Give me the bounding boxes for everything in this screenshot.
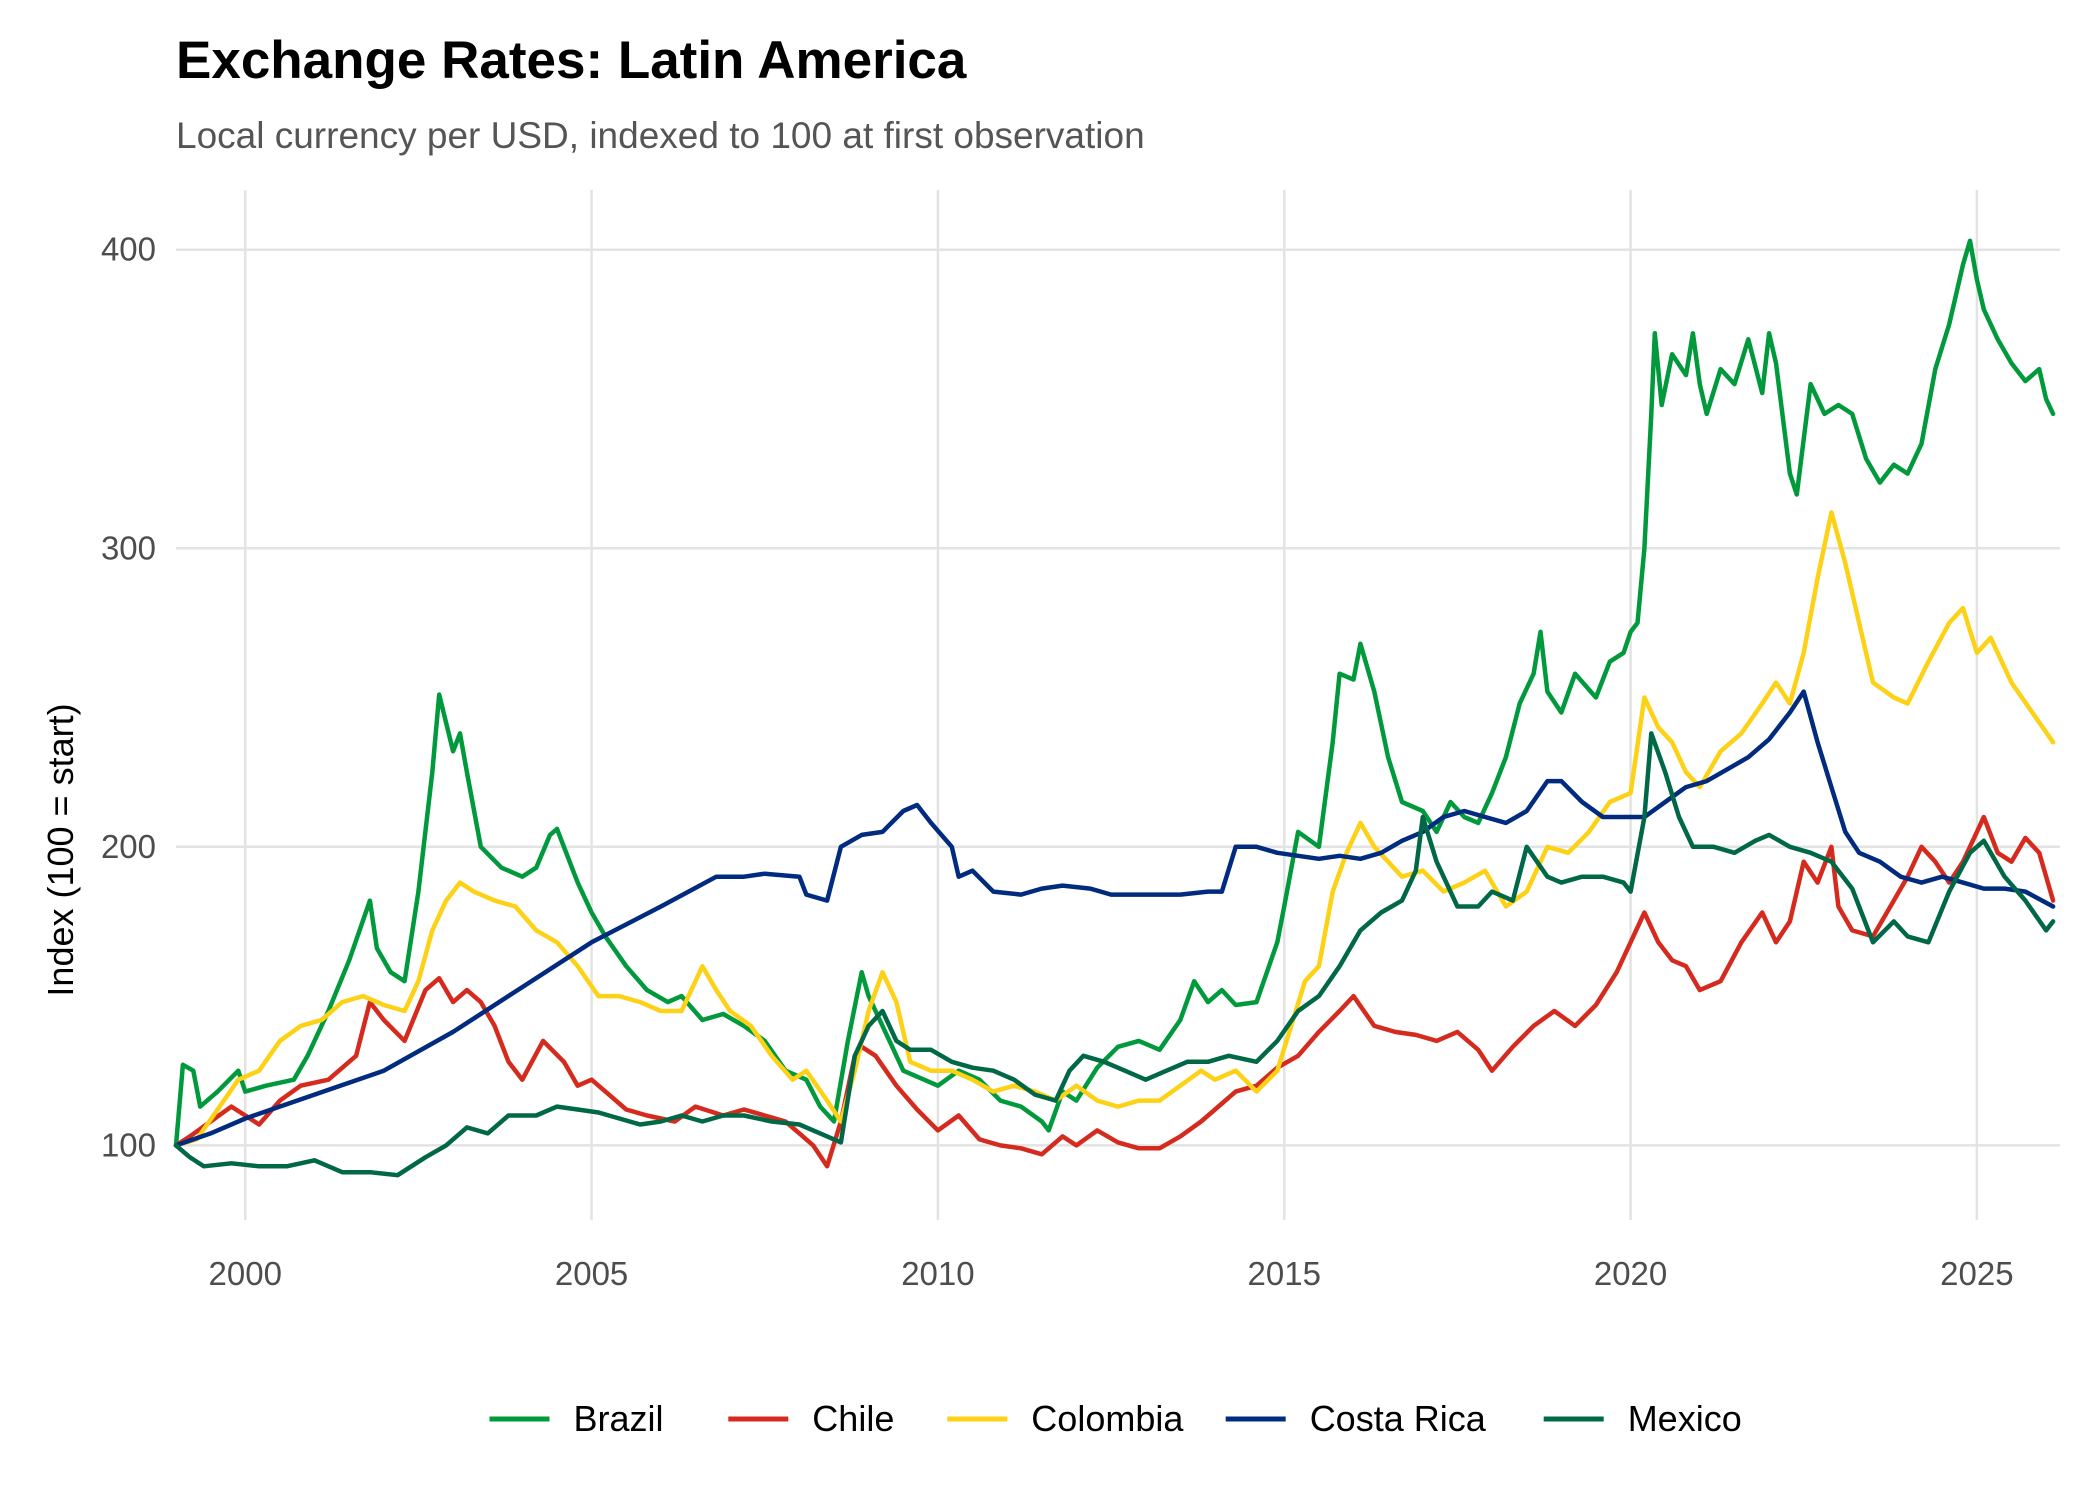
x-tick-label: 2005 — [555, 1255, 628, 1292]
legend-label: Costa Rica — [1310, 1398, 1487, 1439]
x-tick-label: 2025 — [1940, 1255, 2013, 1292]
y-tick-label: 400 — [101, 231, 156, 268]
legend-label: Chile — [812, 1398, 894, 1439]
y-tick-label: 200 — [101, 828, 156, 865]
series-line-costa-rica — [173, 689, 2056, 1148]
legend-item-chile: Chile — [728, 1398, 894, 1439]
legend-item-brazil: Brazil — [489, 1398, 664, 1439]
series-line-chile — [173, 814, 2056, 1169]
series-line-colombia — [173, 510, 2056, 1148]
series-line-mexico — [173, 731, 2056, 1178]
y-axis-label: Index (100 = start) — [40, 703, 81, 996]
y-axis-ticks: 100 200 300 400 — [101, 231, 156, 1164]
legend-item-colombia: Colombia — [947, 1398, 1184, 1439]
x-tick-label: 2020 — [1594, 1255, 1667, 1292]
chart-title: Exchange Rates: Latin America — [176, 31, 967, 90]
legend-item-costa-rica: Costa Rica — [1225, 1398, 1487, 1439]
legend: Brazil Chile Colombia Costa Rica Mexico — [489, 1398, 1742, 1439]
legend-item-mexico: Mexico — [1543, 1398, 1742, 1439]
y-tick-label: 300 — [101, 529, 156, 566]
series-lines — [173, 238, 2056, 1178]
series-line-brazil — [173, 238, 2056, 1148]
chart-subtitle: Local currency per USD, indexed to 100 a… — [176, 115, 1145, 156]
legend-label: Colombia — [1031, 1398, 1184, 1439]
x-tick-label: 2010 — [901, 1255, 974, 1292]
y-tick-label: 100 — [101, 1126, 156, 1163]
x-axis-ticks: 2000 2005 2010 2015 2020 2025 — [209, 1255, 2014, 1292]
legend-label: Mexico — [1628, 1398, 1742, 1439]
x-tick-label: 2000 — [209, 1255, 282, 1292]
legend-label: Brazil — [574, 1398, 664, 1439]
x-tick-label: 2015 — [1248, 1255, 1321, 1292]
